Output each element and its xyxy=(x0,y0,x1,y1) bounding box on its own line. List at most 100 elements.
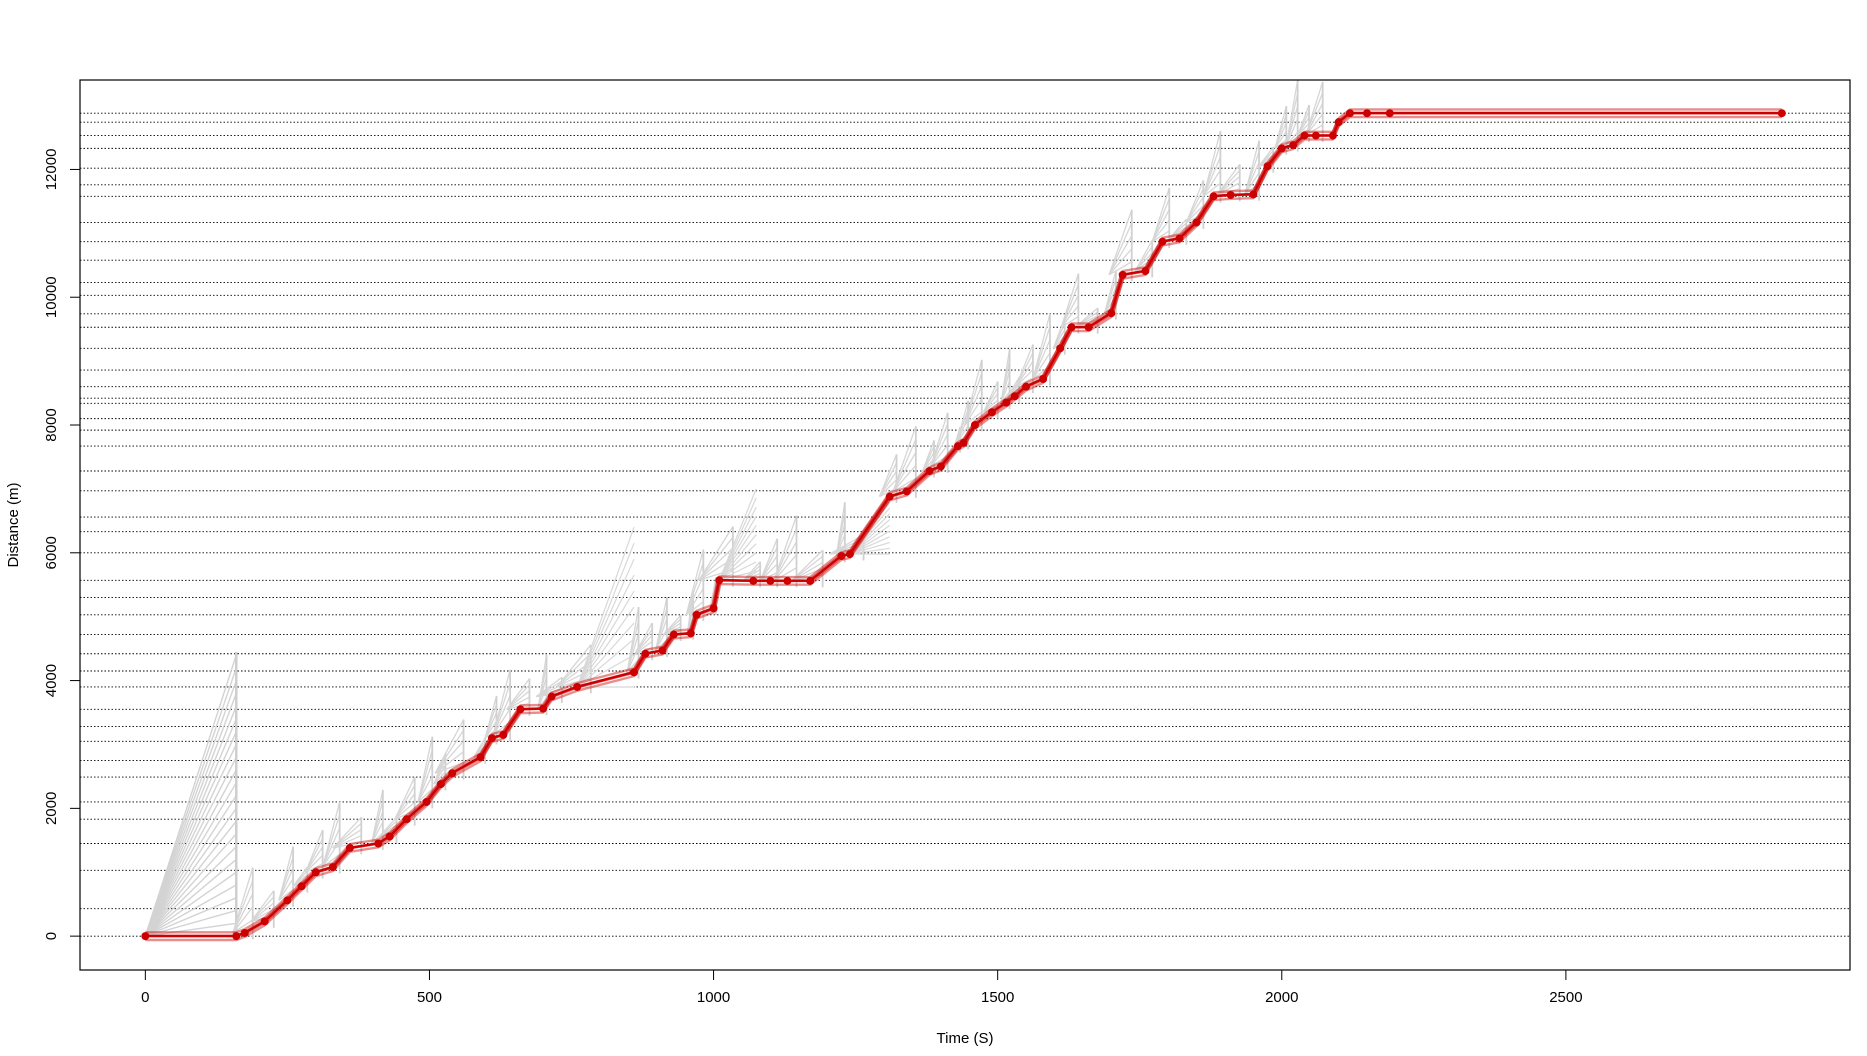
alt-trajectory xyxy=(835,502,846,557)
data-point xyxy=(1192,218,1201,227)
y-tick-label: 4000 xyxy=(43,664,60,697)
data-point xyxy=(311,868,320,877)
alt-trajectory xyxy=(576,542,635,688)
alt-trajectory xyxy=(892,439,917,492)
alt-trajectory xyxy=(663,614,682,636)
alt-trajectory xyxy=(685,549,704,615)
alt-trajectory xyxy=(654,596,668,651)
alt-trajectory xyxy=(718,516,757,581)
alt-trajectory xyxy=(1108,261,1133,276)
data-point xyxy=(959,438,968,447)
alt-trajectory xyxy=(634,622,653,655)
alt-trajectory xyxy=(506,696,530,710)
alt-trajectory xyxy=(144,654,237,937)
alt-trajectory xyxy=(1297,104,1310,136)
alt-trajectory xyxy=(278,846,294,901)
alt-trajectory xyxy=(250,902,275,922)
alt-trajectory xyxy=(1108,235,1133,276)
data-point xyxy=(885,492,894,501)
alt-trajectory xyxy=(145,884,237,937)
alt-trajectory xyxy=(718,552,757,581)
data-point xyxy=(260,917,269,926)
alt-trajectory xyxy=(144,769,237,937)
alt-trajectory xyxy=(145,909,237,937)
alt-trajectory xyxy=(144,782,237,937)
alt-trajectory xyxy=(718,534,757,581)
alt-trajectory xyxy=(849,530,891,555)
alt-trajectory xyxy=(145,897,237,937)
data-point xyxy=(374,839,383,848)
alt-trajectory xyxy=(332,841,362,849)
data-point xyxy=(783,576,792,585)
alt-trajectory xyxy=(1202,130,1222,197)
data-point xyxy=(1141,267,1150,276)
alt-trajectory xyxy=(1007,376,1020,397)
alt-trajectory xyxy=(964,398,983,426)
alt-trajectory xyxy=(576,527,635,688)
alt-trajectory xyxy=(1305,103,1324,136)
y-tick-label: 8000 xyxy=(43,408,60,441)
y-tick-label: 0 xyxy=(43,932,60,940)
series-line xyxy=(145,115,1782,942)
alt-trajectory xyxy=(332,829,362,849)
x-tick-label: 0 xyxy=(141,989,149,1006)
alt-trajectory xyxy=(305,863,323,873)
alt-trajectory xyxy=(849,547,890,555)
data-point xyxy=(422,797,431,806)
data-point xyxy=(1107,309,1116,318)
alt-trajectory xyxy=(1285,79,1299,146)
alt-trajectory xyxy=(1151,209,1170,242)
alt-trajectory xyxy=(144,833,237,937)
data-point xyxy=(297,882,306,891)
alt-trajectory xyxy=(473,737,486,758)
station-gridlines xyxy=(80,112,1850,937)
data-point xyxy=(385,832,394,841)
alt-trajectory xyxy=(332,835,362,849)
alt-trajectory xyxy=(773,515,798,582)
x-tick-label: 500 xyxy=(417,989,442,1006)
data-point xyxy=(283,896,292,905)
data-point xyxy=(1277,144,1286,153)
alt-trajectory xyxy=(1015,369,1034,388)
alt-trajectory xyxy=(742,561,761,582)
data-point xyxy=(1056,344,1065,353)
data-point xyxy=(328,863,337,872)
alt-trajectory xyxy=(1244,140,1260,195)
alt-trajectory xyxy=(773,567,797,582)
data-point xyxy=(1300,131,1309,140)
alt-trajectory xyxy=(322,827,341,868)
alt-trajectory xyxy=(953,426,961,447)
alt-trajectory xyxy=(292,866,308,887)
alt-trajectory xyxy=(556,652,592,688)
data-point xyxy=(1363,109,1372,118)
alt-trajectory xyxy=(1151,230,1170,243)
alt-trajectory xyxy=(250,908,275,923)
data-point xyxy=(547,692,556,701)
data-point xyxy=(1249,190,1258,199)
alt-trajectory xyxy=(394,801,416,820)
data-point xyxy=(1209,192,1218,201)
data-point xyxy=(539,704,548,713)
series-lines xyxy=(143,108,1784,942)
data-point xyxy=(1010,392,1019,401)
alt-trajectory xyxy=(576,638,635,688)
alt-trajectory xyxy=(394,776,416,820)
alt-trajectory xyxy=(492,721,511,736)
data-point xyxy=(402,815,411,824)
alt-trajectory xyxy=(492,708,511,736)
alt-trajectory xyxy=(655,639,668,652)
data-point xyxy=(686,629,695,638)
alt-trajectory xyxy=(1060,294,1079,328)
alt-trajectory xyxy=(685,575,704,616)
alt-trajectory xyxy=(1032,339,1051,380)
data-point xyxy=(240,928,249,937)
data-point xyxy=(987,408,996,417)
alt-trajectory xyxy=(773,554,798,582)
data-point xyxy=(1328,131,1337,140)
alt-trajectory xyxy=(930,434,949,467)
alt-trajectory xyxy=(144,795,237,937)
alt-trajectory xyxy=(1202,169,1221,197)
alt-trajectory xyxy=(1108,248,1133,276)
alt-trajectory xyxy=(537,654,548,709)
alt-trajectory xyxy=(759,571,778,582)
